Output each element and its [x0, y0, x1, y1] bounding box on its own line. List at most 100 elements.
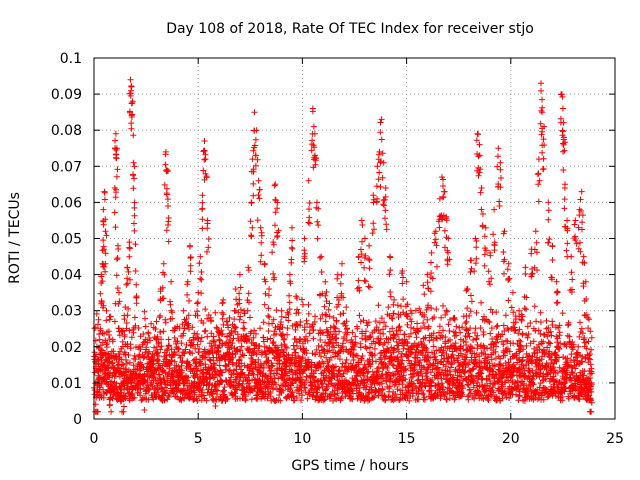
data-point	[453, 323, 460, 330]
data-point	[126, 359, 133, 366]
data-point	[251, 109, 258, 116]
data-point	[120, 408, 127, 415]
data-point	[381, 196, 388, 203]
data-point	[197, 338, 204, 345]
data-point	[325, 381, 332, 388]
data-point	[229, 361, 236, 368]
data-point	[285, 317, 292, 324]
data-point	[375, 151, 382, 158]
data-point	[157, 376, 164, 383]
data-point	[350, 357, 357, 363]
data-point	[375, 302, 382, 309]
data-point	[314, 218, 321, 225]
data-point	[437, 392, 444, 399]
data-point	[288, 259, 295, 266]
data-point	[361, 264, 368, 271]
data-point	[272, 381, 279, 388]
data-point	[577, 239, 583, 246]
data-point	[97, 290, 104, 297]
data-point	[361, 235, 368, 242]
data-point	[519, 330, 526, 337]
data-point	[247, 218, 254, 225]
data-point	[124, 275, 131, 282]
data-point	[334, 275, 341, 282]
data-point	[163, 227, 170, 234]
data-point	[422, 396, 428, 403]
data-point	[538, 80, 544, 87]
data-point	[434, 364, 441, 371]
data-point	[533, 318, 540, 325]
data-point	[249, 156, 256, 163]
data-point	[405, 357, 412, 364]
data-point	[393, 327, 400, 334]
data-point	[225, 324, 232, 331]
data-point	[101, 375, 108, 382]
data-point	[299, 392, 305, 399]
data-point	[148, 320, 155, 327]
data-point	[301, 367, 308, 374]
data-point	[258, 229, 265, 236]
data-point	[433, 356, 440, 363]
data-point	[301, 247, 308, 254]
data-point	[256, 186, 263, 193]
data-point	[305, 219, 312, 226]
data-point	[363, 383, 370, 390]
data-point	[306, 200, 313, 206]
data-point	[564, 217, 571, 224]
data-point	[384, 365, 391, 371]
y-tick-label: 0.02	[51, 340, 82, 356]
data-point	[206, 357, 213, 364]
data-point	[102, 228, 109, 235]
data-point	[219, 309, 226, 316]
data-point	[289, 389, 296, 396]
data-point	[166, 342, 172, 349]
data-point	[361, 277, 368, 284]
data-point	[163, 387, 170, 394]
y-tick-label: 0.1	[60, 51, 82, 67]
data-point	[396, 323, 403, 330]
data-point	[268, 367, 275, 374]
data-point	[466, 387, 473, 394]
data-point	[450, 374, 457, 381]
data-point	[487, 252, 494, 259]
data-point	[132, 322, 139, 329]
data-point	[269, 249, 276, 256]
data-point	[254, 217, 261, 224]
data-point	[348, 336, 355, 343]
data-point	[467, 269, 474, 275]
data-point	[157, 346, 164, 353]
data-point	[204, 315, 211, 322]
data-point	[132, 268, 139, 274]
data-point	[502, 312, 509, 319]
data-point	[289, 224, 295, 231]
data-point	[569, 276, 576, 283]
data-point	[367, 334, 374, 341]
data-point	[467, 308, 474, 315]
data-point	[107, 313, 114, 320]
data-point	[131, 163, 138, 170]
data-point	[236, 382, 243, 389]
data-point	[377, 119, 384, 126]
data-point	[265, 312, 272, 319]
data-point	[205, 236, 212, 242]
data-point	[225, 368, 232, 374]
data-point	[143, 344, 150, 351]
y-tick: 0	[73, 412, 615, 428]
data-point	[533, 239, 540, 246]
data-point	[390, 331, 397, 338]
data-point	[420, 282, 427, 289]
data-point	[446, 368, 453, 375]
data-point	[467, 325, 474, 332]
data-point	[95, 321, 101, 328]
data-point	[245, 264, 252, 271]
data-point	[159, 362, 166, 369]
data-point	[479, 211, 486, 217]
data-point	[559, 127, 566, 134]
data-point	[335, 342, 342, 349]
data-point	[330, 370, 337, 377]
data-point	[115, 246, 122, 252]
data-point	[131, 352, 138, 359]
data-point	[286, 292, 293, 299]
data-point	[389, 361, 396, 368]
data-point	[280, 387, 287, 394]
